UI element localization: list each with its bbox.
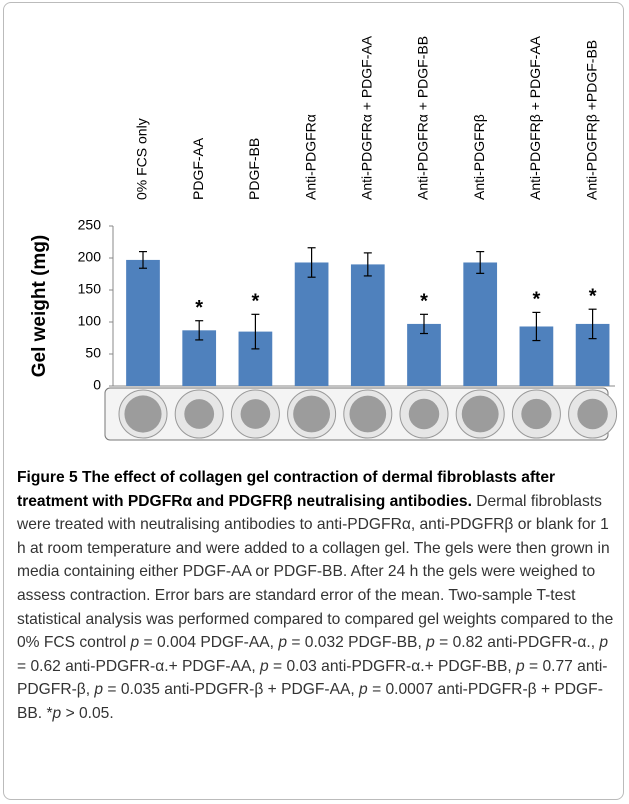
caption-text: = 0.035 anti-PDGFR-β + PDGF-AA, (103, 681, 359, 698)
bar (295, 262, 329, 386)
gel-disc (241, 399, 271, 429)
bar (351, 264, 385, 386)
caption-italic: p (260, 658, 269, 675)
x-tick-label: Anti-PDGFRβ +PDGF-BB (583, 40, 599, 200)
caption-text: Dermal fibroblasts were treated with neu… (17, 493, 613, 652)
bar (463, 262, 497, 386)
caption-text: = 0.004 PDGF-AA, (139, 634, 278, 651)
gel-disc (349, 396, 386, 433)
significance-marker: * (420, 291, 428, 313)
caption-body: Dermal fibroblasts were treated with neu… (17, 493, 613, 722)
y-tick-label: 0 (93, 377, 101, 393)
caption-text: = 0.03 anti-PDGFR-α.+ PDGF-BB, (269, 658, 516, 675)
caption-italic: p (599, 634, 608, 651)
y-tick-label: 150 (78, 281, 102, 297)
chart: Gel weight (mg) 0 50 100 150 200 250 0% FCS on… (0, 0, 629, 460)
y-tick-label: 250 (78, 217, 102, 233)
gel-disc (293, 396, 330, 433)
y-tick-label: 50 (85, 345, 101, 361)
caption-text: = 0.62 anti-PDGFR-α.+ PDGF-AA, (17, 658, 260, 675)
caption-italic: p (426, 634, 435, 651)
gel-disc (124, 395, 161, 432)
caption-italic: p (94, 681, 103, 698)
caption-text: > 0.05. (61, 705, 113, 722)
bar (126, 260, 160, 386)
y-axis-label: Gel weight (mg) (29, 235, 50, 378)
x-tick-label: Anti-PDGFRβ + PDGF-AA (527, 35, 543, 200)
significance-marker: * (533, 289, 541, 311)
x-tick-label: Anti-PDGFRα + PDGF-BB (415, 36, 431, 200)
gel-disc (462, 396, 499, 433)
significance-marker: * (252, 291, 260, 313)
gel-disc (577, 399, 607, 429)
caption: Figure 5 The effect of collagen gel cont… (17, 466, 615, 726)
caption-text: = 0.032 PDGF-BB, (287, 634, 426, 651)
x-tick-label: PDGF-AA (190, 137, 206, 200)
x-tick-label: Anti-PDGFRα (302, 114, 318, 200)
x-tick-label: PDGF-BB (246, 138, 262, 200)
x-tick-label: 0% FCS only (134, 118, 150, 200)
caption-italic: p (516, 658, 525, 675)
caption-italic: p (278, 634, 287, 651)
caption-italic: p (53, 705, 62, 722)
page: Gel weight (mg) 0 50 100 150 200 250 0% FCS on… (0, 0, 629, 804)
y-tick-label: 100 (78, 313, 102, 329)
gel-disc (409, 399, 439, 429)
y-tick-label: 200 (78, 249, 102, 265)
gel-disc (184, 399, 214, 429)
x-tick-label: Anti-PDGFRα + PDGF-AA (359, 35, 375, 200)
gel-disc (521, 399, 551, 429)
significance-marker: * (195, 297, 203, 319)
x-tick-label: Anti-PDGFRβ (471, 114, 487, 200)
significance-marker: * (589, 285, 597, 307)
caption-italic: p (131, 634, 140, 651)
caption-text: = 0.82 anti-PDGFR-α., (435, 634, 600, 651)
caption-italic: p (359, 681, 368, 698)
